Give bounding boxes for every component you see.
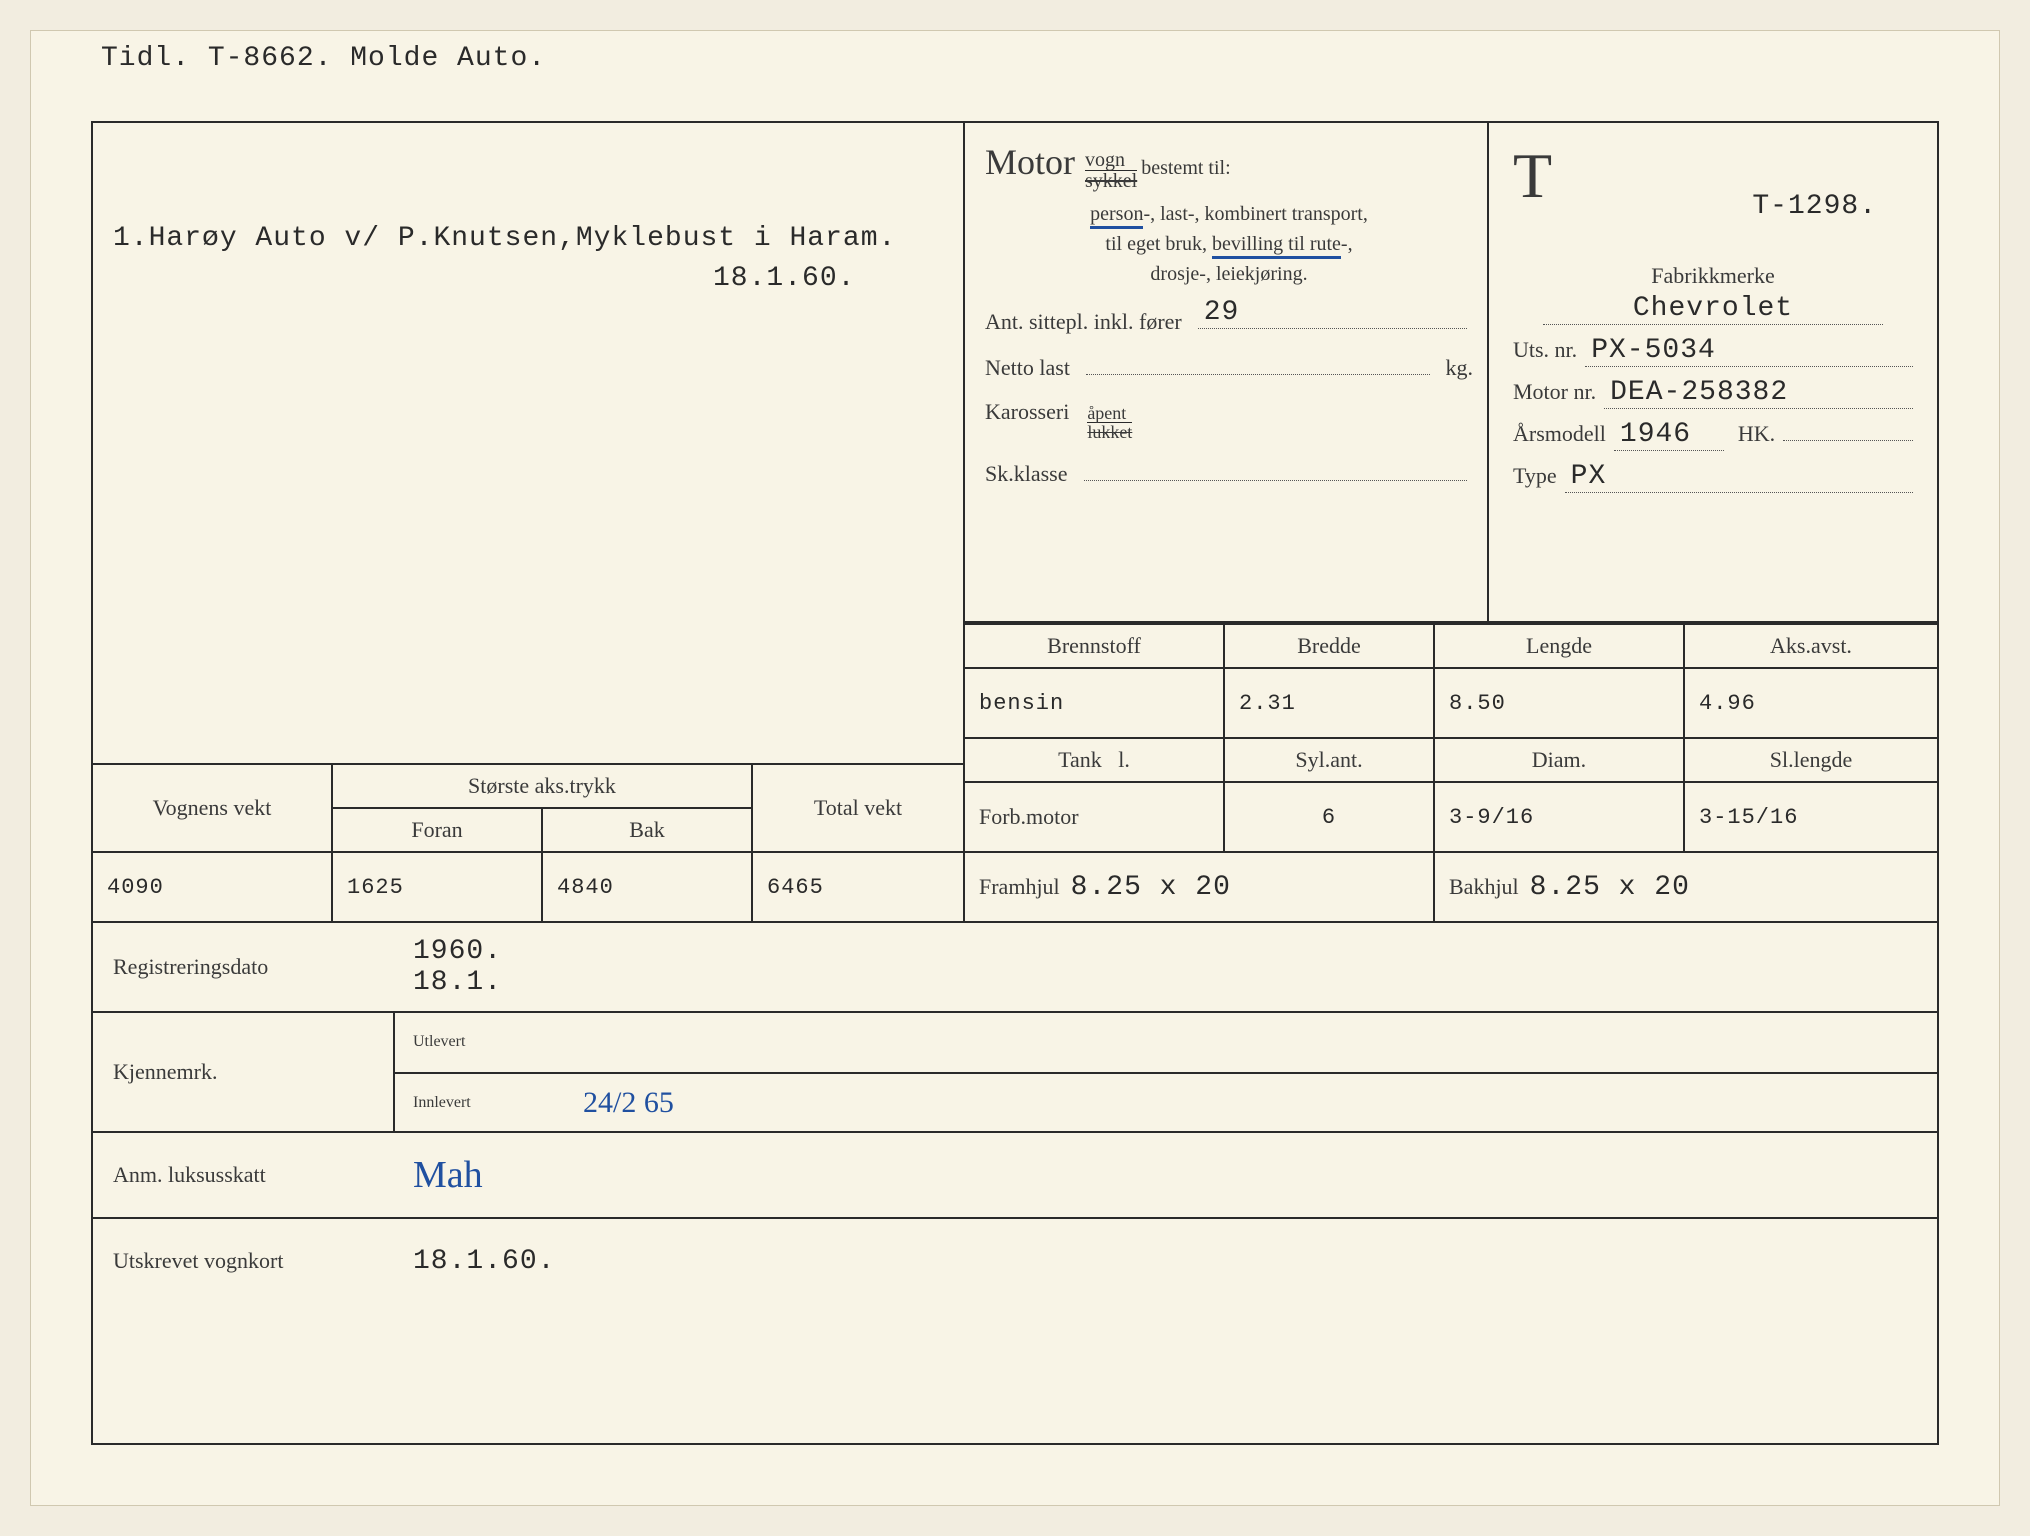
purpose-rute: bevilling til rute xyxy=(1212,233,1341,259)
seats-value: 29 xyxy=(1204,297,1240,328)
aksavst-value: 4.96 xyxy=(1683,667,1937,737)
uts-nr-value: PX-5034 xyxy=(1585,335,1913,367)
anm-value: Mah xyxy=(413,1154,483,1196)
type-value: PX xyxy=(1565,461,1913,493)
weights-grid: Vognens vekt Største aks.trykk Total vek… xyxy=(93,763,963,921)
brennstoff-value: bensin xyxy=(963,667,1223,737)
seats-label: Ant. sittepl. inkl. fører xyxy=(985,309,1182,335)
cyl-value: 6 xyxy=(1223,781,1433,851)
owner-date: 18.1.60. xyxy=(713,263,855,294)
arsmodell-label: Årsmodell xyxy=(1513,421,1606,447)
total-vekt-label: Total vekt xyxy=(753,763,963,851)
reg-dato-value: 1960. 18.1. xyxy=(393,926,1937,1008)
fabrikkmerke-label: Fabrikkmerke xyxy=(1513,263,1913,289)
bak-label: Bak xyxy=(543,807,753,851)
bestemt-label: bestemt til: xyxy=(1141,157,1230,179)
vogn-label: vogn xyxy=(1085,150,1137,171)
hk-value xyxy=(1783,440,1913,441)
netto-last-unit: kg. xyxy=(1446,355,1474,381)
utskrevet-value: 18.1.60. xyxy=(393,1236,1937,1287)
vognens-vekt-label: Vognens vekt xyxy=(93,763,333,851)
registration-number: T-1298. xyxy=(1752,191,1877,222)
framhjul-label: Framhjul xyxy=(979,874,1060,900)
owner-line: 1.Harøy Auto v/ P.Knutsen,Myklebust i Ha… xyxy=(113,223,896,254)
motor-nr-value: DEA-258382 xyxy=(1604,377,1913,409)
motor-title: Motor xyxy=(985,142,1075,182)
bore-value: 3-9/16 xyxy=(1433,781,1683,851)
vognens-vekt-value: 4090 xyxy=(93,851,333,921)
arsmodell-value: 1946 xyxy=(1614,419,1724,451)
hk-label: HK. xyxy=(1738,421,1775,447)
motor-nr-label: Motor nr. xyxy=(1513,379,1596,405)
purpose-line-3: drosje-, leiekjøring. xyxy=(985,259,1473,289)
stroke-value: 3-15/16 xyxy=(1683,781,1937,851)
uts-nr-label: Uts. nr. xyxy=(1513,337,1577,363)
framhjul-value: 8.25 x 20 xyxy=(1071,872,1231,903)
lengde-label: Lengde xyxy=(1433,623,1683,667)
innlevert-label: Innlevert xyxy=(395,1072,563,1132)
brennstoff-label: Brennstoff xyxy=(963,623,1223,667)
skklasse-row: Sk.klasse xyxy=(985,459,1473,487)
purpose-line-2: til eget bruk, bevilling til rute-, xyxy=(985,229,1473,259)
registration-card: Tidl. T-8662. Molde Auto. 1.Harøy Auto v… xyxy=(30,30,2000,1506)
bakhjul-label: Bakhjul xyxy=(1449,874,1519,900)
skklasse-label: Sk.klasse xyxy=(985,461,1068,487)
uts-nr-row: Uts. nr. PX-5034 xyxy=(1513,335,1913,367)
reg-dato-row: Registreringsdato 1960. 18.1. xyxy=(93,921,1937,1011)
storste-aks-label: Største aks.trykk xyxy=(333,763,753,807)
syl-label: Syl.ant. xyxy=(1223,737,1433,781)
anm-label: Anm. luksusskatt xyxy=(93,1148,393,1202)
sykkel-label: sykkel xyxy=(1085,170,1137,192)
type-row: Type PX xyxy=(1513,461,1913,493)
dimensions-grid: Brennstoff Bredde Lengde Aks.avst. bensi… xyxy=(963,623,1937,921)
motor-heading: Motor vogn sykkel bestemt til: xyxy=(985,141,1473,191)
kjennemerke-row: Kjennemrk. Utlevert Innlevert 24/2 65 xyxy=(93,1011,1937,1131)
motor-section: Motor vogn sykkel bestemt til: person-, … xyxy=(963,123,1493,623)
utskrevet-row: Utskrevet vognkort 18.1.60. xyxy=(93,1217,1937,1303)
netto-last-row: Netto last kg. xyxy=(985,353,1473,381)
karosseri-lukket: lukket xyxy=(1087,422,1132,442)
kjennemerke-label: Kjennemrk. xyxy=(93,1045,393,1099)
bredde-value: 2.31 xyxy=(1223,667,1433,737)
bakhjul-value: 8.25 x 20 xyxy=(1530,872,1690,903)
previous-registration: Tidl. T-8662. Molde Auto. xyxy=(101,43,546,74)
aksavst-label: Aks.avst. xyxy=(1683,623,1937,667)
purpose-person: person xyxy=(1090,203,1143,229)
main-frame: 1.Harøy Auto v/ P.Knutsen,Myklebust i Ha… xyxy=(91,121,1939,1445)
bredde-label: Bredde xyxy=(1223,623,1433,667)
fabrikkmerke-value: Chevrolet xyxy=(1543,293,1883,325)
foran-label: Foran xyxy=(333,807,543,851)
diam-label: Diam. xyxy=(1433,737,1683,781)
karosseri-label: Karosseri xyxy=(985,399,1069,425)
sllengde-label: Sl.lengde xyxy=(1683,737,1937,781)
framhjul-cell: Framhjul 8.25 x 20 xyxy=(963,851,1433,921)
anm-row: Anm. luksusskatt Mah xyxy=(93,1131,1937,1217)
lengde-value: 8.50 xyxy=(1433,667,1683,737)
seats-row: Ant. sittepl. inkl. fører 29 xyxy=(985,307,1473,335)
purpose-line-1: person-, last-, kombinert transport, xyxy=(985,199,1473,229)
foran-value: 1625 xyxy=(333,851,543,921)
innlevert-value: 24/2 65 xyxy=(583,1086,674,1120)
reg-dato-label: Registreringsdato xyxy=(93,940,393,994)
total-value: 6465 xyxy=(753,851,963,921)
karosseri-row: Karosseri åpent lukket xyxy=(985,399,1473,441)
registration-section: T T-1298. Fabrikkmerke Chevrolet Uts. nr… xyxy=(1487,123,1937,623)
utlevert-label: Utlevert xyxy=(395,1012,563,1072)
motor-nr-row: Motor nr. DEA-258382 xyxy=(1513,377,1913,409)
forbmotor-label: Forb.motor xyxy=(963,781,1223,851)
karosseri-apent: åpent xyxy=(1087,404,1132,423)
bak-value: 4840 xyxy=(543,851,753,921)
type-label: Type xyxy=(1513,463,1557,489)
tank-label: Tank l. xyxy=(963,737,1223,781)
arsmodell-row: Årsmodell 1946 HK. xyxy=(1513,419,1913,451)
bakhjul-cell: Bakhjul 8.25 x 20 xyxy=(1433,851,1937,921)
netto-last-label: Netto last xyxy=(985,355,1070,381)
utskrevet-label: Utskrevet vognkort xyxy=(93,1234,393,1288)
